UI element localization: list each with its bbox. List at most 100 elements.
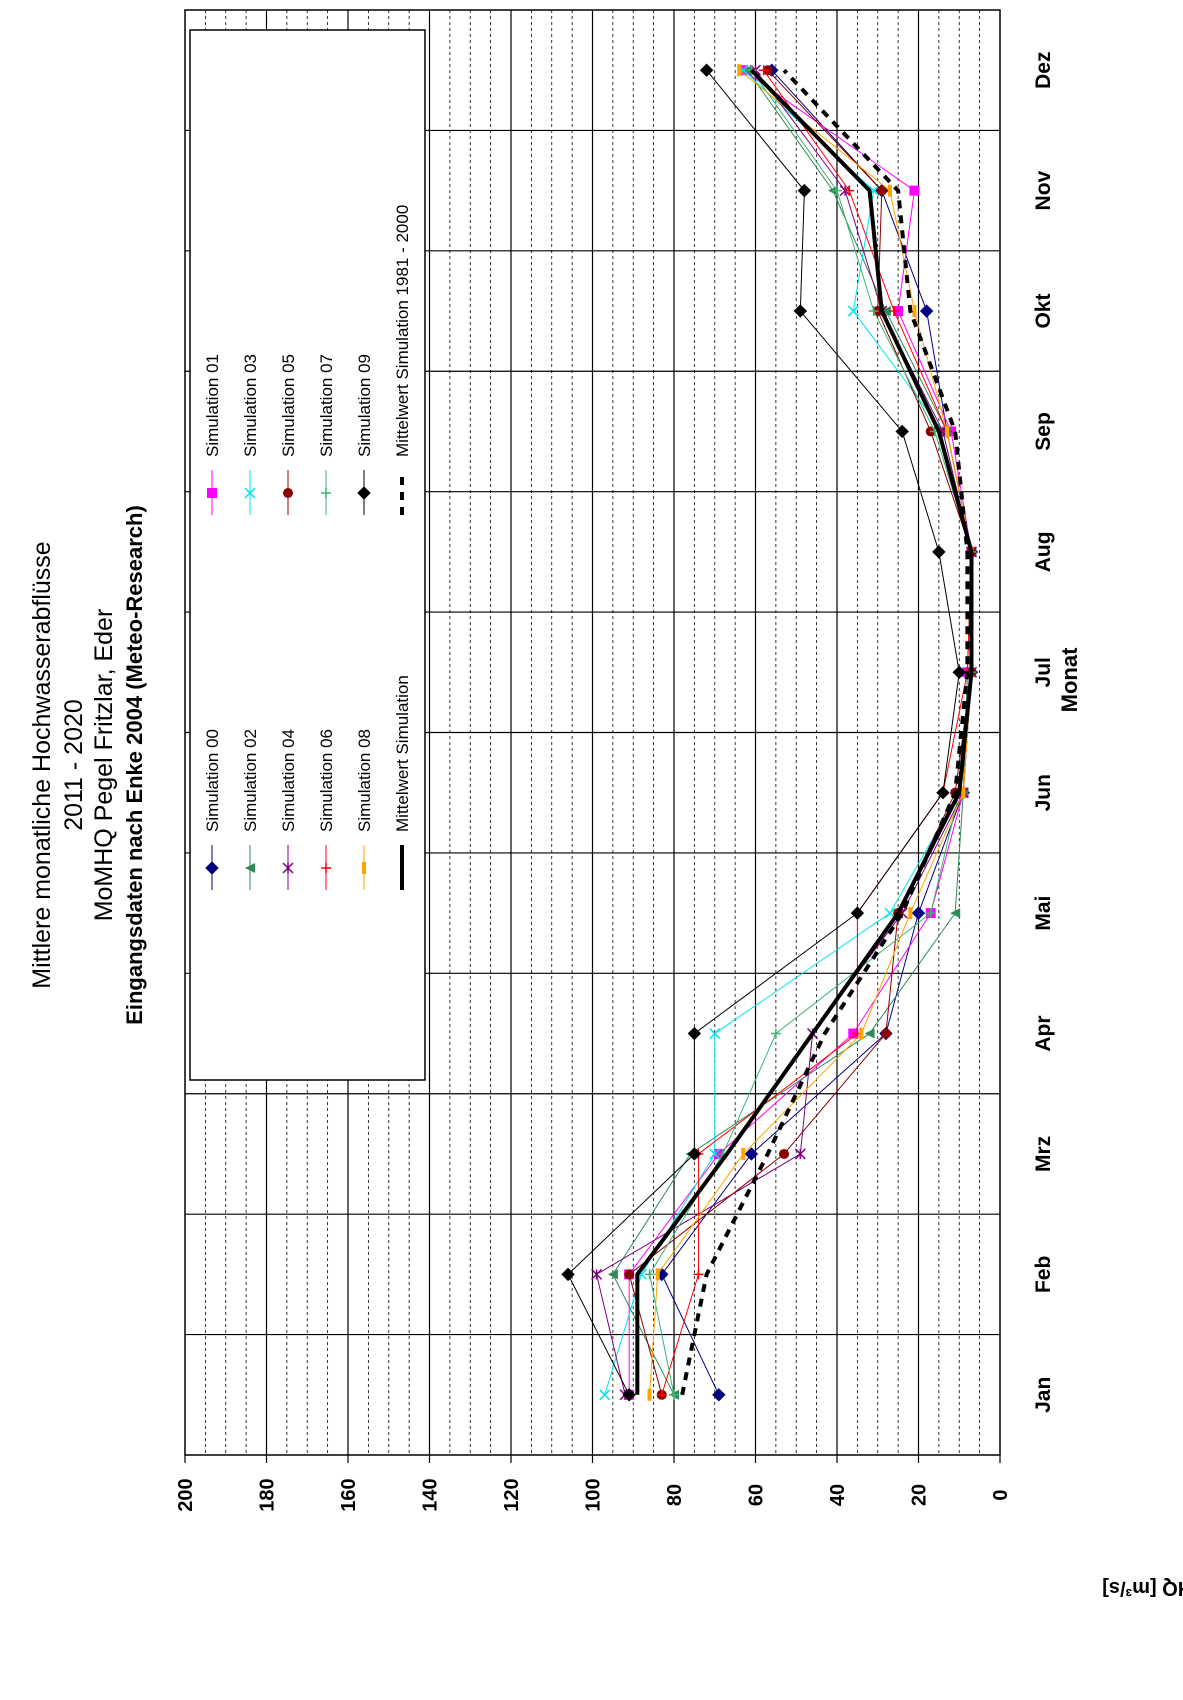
legend-label: Simulation 09 bbox=[355, 354, 374, 457]
data-point bbox=[859, 1027, 864, 1040]
data-point bbox=[912, 305, 917, 318]
data-point bbox=[561, 1267, 575, 1282]
legend-item: Simulation 03 bbox=[241, 354, 260, 515]
y-tick-label: 140 bbox=[420, 1478, 442, 1511]
series-line-group bbox=[561, 63, 966, 1402]
legend-item: Mittelwert Simulation bbox=[393, 675, 412, 890]
data-point bbox=[779, 1148, 790, 1159]
series-line-group bbox=[635, 68, 974, 1395]
data-point bbox=[936, 786, 950, 800]
data-point bbox=[321, 863, 331, 873]
y-tick-label: 60 bbox=[746, 1484, 768, 1506]
legend: Simulation 00 Simulation 02 Simulation 04 S… bbox=[189, 29, 426, 1081]
y-axis-tick-labels: 0 20 40 60 80 100 120 140 160 180 200 bbox=[175, 1455, 1012, 1512]
chart-subtitle-2: MoMHQ Pegel Fritzlar, Eder bbox=[90, 609, 118, 922]
data-point bbox=[832, 185, 842, 196]
legend-item: Simulation 08 bbox=[355, 729, 374, 890]
series-line bbox=[567, 69, 960, 1396]
data-point bbox=[362, 862, 366, 874]
x-tick-label: Nov bbox=[1032, 170, 1055, 210]
data-point bbox=[693, 1269, 704, 1280]
data-point bbox=[868, 306, 879, 317]
x-tick-label: Aug bbox=[1032, 531, 1055, 572]
data-point bbox=[357, 486, 371, 500]
data-point bbox=[709, 1148, 721, 1160]
data-point bbox=[655, 1268, 660, 1281]
x-tick-label: Sep bbox=[1032, 412, 1055, 451]
y-tick-label: 20 bbox=[909, 1484, 931, 1506]
data-point bbox=[669, 1389, 679, 1400]
data-point bbox=[794, 1148, 806, 1160]
legend-label: Simulation 06 bbox=[317, 729, 336, 832]
legend-label: Simulation 00 bbox=[203, 729, 222, 832]
data-point bbox=[797, 183, 812, 198]
x-axis-label: Monat bbox=[1057, 647, 1082, 712]
data-point bbox=[876, 185, 887, 196]
data-point bbox=[712, 1388, 726, 1402]
data-point bbox=[687, 1147, 702, 1161]
legend-label: Simulation 08 bbox=[355, 729, 374, 832]
x-tick-label: Jun bbox=[1032, 774, 1055, 811]
data-point bbox=[699, 63, 714, 77]
data-point bbox=[911, 906, 926, 920]
legend-item: Simulation 05 bbox=[279, 354, 298, 515]
data-point bbox=[887, 184, 892, 197]
x-tick-label: Mai bbox=[1032, 896, 1055, 931]
legend-item: Mittelwert Simulation 1981 - 2000 bbox=[393, 205, 412, 515]
legend-label: Simulation 02 bbox=[241, 729, 260, 832]
data-point bbox=[744, 1147, 759, 1161]
legend-label: Simulation 07 bbox=[317, 354, 336, 457]
data-point bbox=[793, 304, 808, 318]
data-point bbox=[847, 305, 859, 317]
chart-subtitle-1: 2011 - 2020 bbox=[60, 699, 88, 831]
y-tick-label: 120 bbox=[501, 1478, 523, 1511]
data-point bbox=[919, 304, 934, 318]
data-point bbox=[244, 487, 256, 499]
legend-item: Simulation 06 bbox=[317, 729, 336, 890]
legend-item: Simulation 00 bbox=[203, 729, 222, 890]
y-tick-label: 0 bbox=[990, 1489, 1012, 1500]
legend-label: Simulation 03 bbox=[241, 354, 260, 457]
data-point bbox=[895, 424, 909, 439]
legend-box bbox=[189, 29, 426, 1081]
y-axis-label: MoMHQ [m³/s] bbox=[1102, 1577, 1183, 1599]
data-point bbox=[945, 425, 950, 438]
data-point bbox=[647, 1388, 652, 1401]
data-point bbox=[925, 908, 936, 919]
data-point bbox=[844, 185, 855, 196]
series-line bbox=[661, 69, 972, 1395]
x-tick-label: Jan bbox=[1032, 1377, 1055, 1413]
data-point bbox=[624, 1269, 635, 1280]
legend-label: Simulation 04 bbox=[279, 729, 298, 832]
data-point bbox=[607, 1269, 618, 1280]
data-point bbox=[770, 1028, 781, 1039]
x-tick-label: Okt bbox=[1032, 294, 1055, 329]
x-tick-label: Feb bbox=[1032, 1256, 1055, 1293]
legend-label: Simulation 05 bbox=[279, 354, 298, 457]
series-line bbox=[635, 68, 974, 1395]
data-point bbox=[746, 65, 757, 76]
x-tick-label: Dez bbox=[1032, 52, 1055, 89]
data-point bbox=[321, 488, 331, 498]
data-point bbox=[950, 908, 961, 919]
data-point bbox=[282, 862, 294, 874]
data-point bbox=[908, 907, 913, 920]
data-point bbox=[741, 1147, 746, 1160]
data-point bbox=[880, 1028, 891, 1039]
y-tick-label: 100 bbox=[583, 1478, 605, 1511]
data-point bbox=[687, 1026, 702, 1041]
y-tick-label: 160 bbox=[338, 1478, 360, 1511]
title-block: Mittlere monatliche Hochwasserabflüsse 2… bbox=[28, 505, 147, 1025]
legend-item: Simulation 07 bbox=[317, 354, 336, 515]
y-tick-label: 180 bbox=[257, 1478, 279, 1511]
data-point bbox=[709, 1028, 721, 1040]
legend-label: Mittelwert Simulation 1981 - 2000 bbox=[393, 205, 412, 457]
data-point bbox=[737, 64, 742, 77]
legend-label: Simulation 01 bbox=[203, 354, 222, 457]
data-point bbox=[889, 306, 900, 317]
data-point bbox=[622, 1388, 636, 1402]
x-tick-label: Jul bbox=[1032, 657, 1055, 687]
legend-item: Simulation 01 bbox=[203, 354, 222, 515]
data-point bbox=[656, 1389, 667, 1400]
data-point bbox=[758, 65, 769, 76]
